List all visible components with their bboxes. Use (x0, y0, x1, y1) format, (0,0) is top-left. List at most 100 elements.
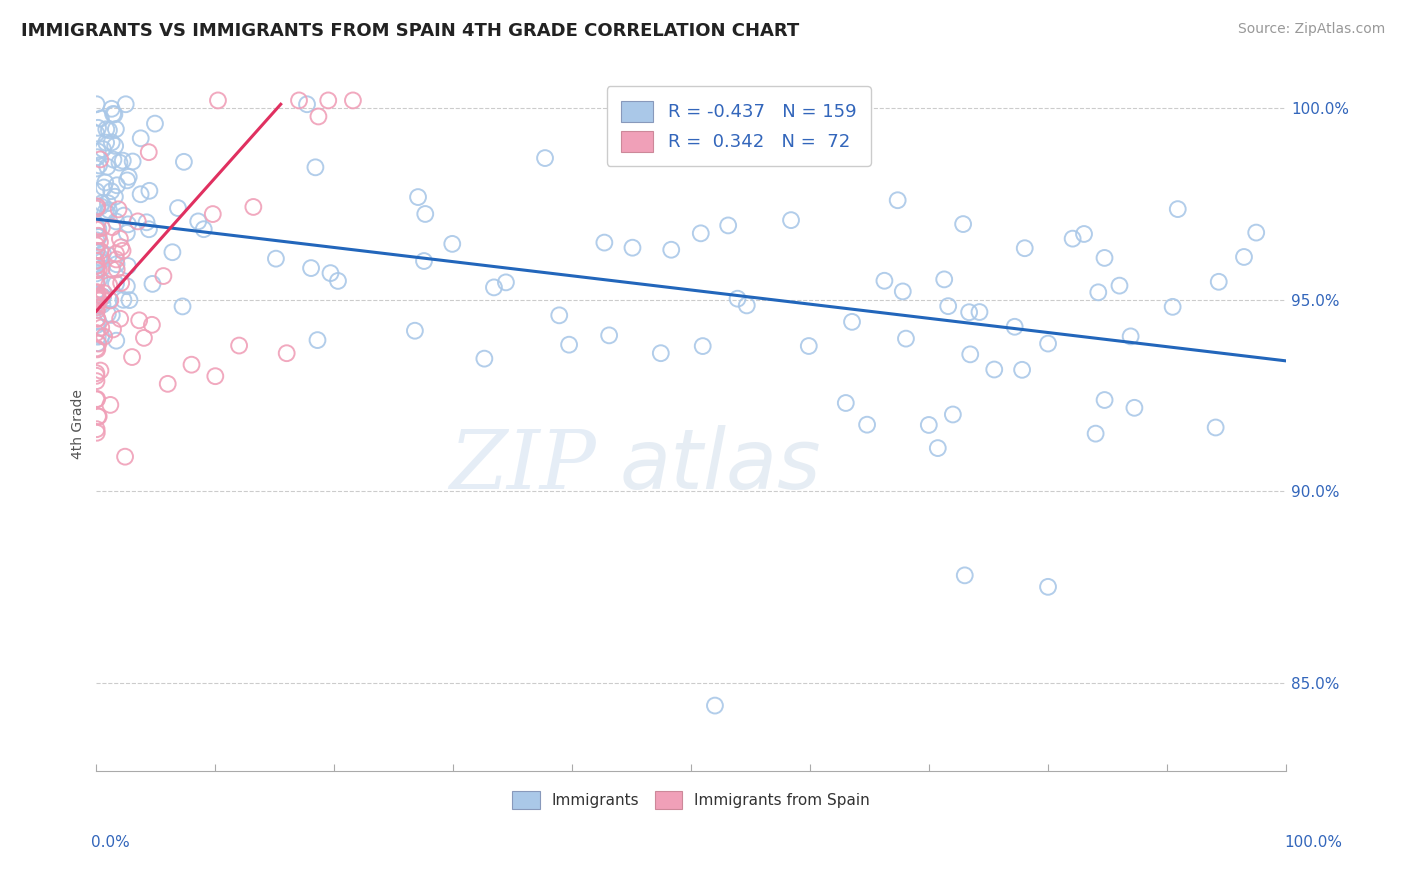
Point (105, 214, 128, 228)
Point (413, 207, 436, 221)
Point (86, 222, 108, 236)
Point (689, 227, 711, 241)
Point (936, 299, 959, 313)
Point (167, 201, 190, 215)
Point (86, 253, 108, 268)
Point (89, 250, 111, 264)
Point (856, 417, 879, 432)
Point (127, 214, 149, 228)
Point (86, 238, 108, 252)
Point (86, 318, 108, 333)
Point (86, 336, 108, 351)
Point (89, 235, 111, 249)
Point (1084, 426, 1107, 441)
Point (86, 285, 108, 299)
Point (97, 196, 120, 211)
Point (173, 154, 195, 169)
Point (93, 180, 115, 194)
Point (100, 184, 122, 198)
Point (118, 169, 141, 184)
Point (118, 293, 141, 307)
Point (86, 244, 108, 258)
Point (89, 272, 111, 286)
Point (105, 246, 128, 260)
Point (86, 392, 108, 406)
Text: Source: ZipAtlas.com: Source: ZipAtlas.com (1237, 22, 1385, 37)
Point (101, 220, 124, 235)
Point (797, 339, 820, 353)
Point (86, 200, 108, 214)
Point (93, 329, 115, 343)
Point (86, 422, 108, 436)
Point (727, 292, 749, 306)
Legend: Immigrants, Immigrants from Spain: Immigrants, Immigrants from Spain (506, 785, 876, 815)
Point (86, 263, 108, 277)
Point (204, 369, 226, 384)
Point (87, 262, 110, 277)
Text: atlas: atlas (620, 425, 821, 506)
Point (115, 173, 138, 187)
Point (91, 142, 114, 156)
Point (110, 276, 132, 290)
Point (117, 217, 139, 231)
Point (101, 107, 124, 121)
Point (1062, 232, 1084, 246)
Point (1094, 251, 1116, 265)
Point (87, 230, 110, 244)
Point (86, 425, 108, 440)
Point (104, 190, 127, 204)
Point (342, 94, 364, 108)
Point (621, 241, 644, 255)
Point (886, 193, 908, 207)
Point (91, 290, 114, 304)
Point (1205, 420, 1227, 434)
Point (558, 337, 581, 351)
Point (299, 261, 322, 276)
Point (89, 244, 111, 258)
Point (86, 150, 108, 164)
Point (482, 280, 505, 294)
Point (1004, 319, 1026, 334)
Point (86, 326, 108, 340)
Point (90, 320, 112, 334)
Point (86, 374, 108, 388)
Point (1167, 202, 1189, 216)
Point (86, 311, 108, 326)
Point (91, 246, 114, 260)
Point (780, 213, 803, 227)
Point (87, 329, 110, 343)
Point (1036, 580, 1059, 594)
Point (86, 366, 108, 380)
Text: 100.0%: 100.0% (1285, 836, 1343, 850)
Point (101, 322, 124, 336)
Point (703, 698, 725, 713)
Point (873, 274, 896, 288)
Point (141, 318, 163, 332)
Point (969, 305, 991, 319)
Y-axis label: 4th Grade: 4th Grade (72, 389, 86, 459)
Point (1119, 329, 1142, 343)
Point (288, 94, 311, 108)
Point (717, 219, 740, 233)
Point (115, 279, 138, 293)
Point (87, 228, 110, 243)
Point (86, 368, 108, 383)
Point (86, 288, 108, 302)
Point (94, 176, 117, 190)
Text: IMMIGRANTS VS IMMIGRANTS FROM SPAIN 4TH GRADE CORRELATION CHART: IMMIGRANTS VS IMMIGRANTS FROM SPAIN 4TH … (21, 22, 800, 40)
Point (894, 332, 917, 346)
Point (86, 161, 108, 176)
Point (598, 328, 620, 343)
Point (112, 293, 135, 307)
Point (86, 290, 108, 304)
Point (548, 309, 571, 323)
Point (841, 315, 863, 329)
Point (406, 190, 429, 204)
Point (132, 331, 155, 345)
Point (86, 259, 108, 273)
Point (1073, 227, 1095, 241)
Point (86, 273, 108, 287)
Point (89, 252, 111, 267)
Point (957, 305, 980, 319)
Point (304, 161, 326, 175)
